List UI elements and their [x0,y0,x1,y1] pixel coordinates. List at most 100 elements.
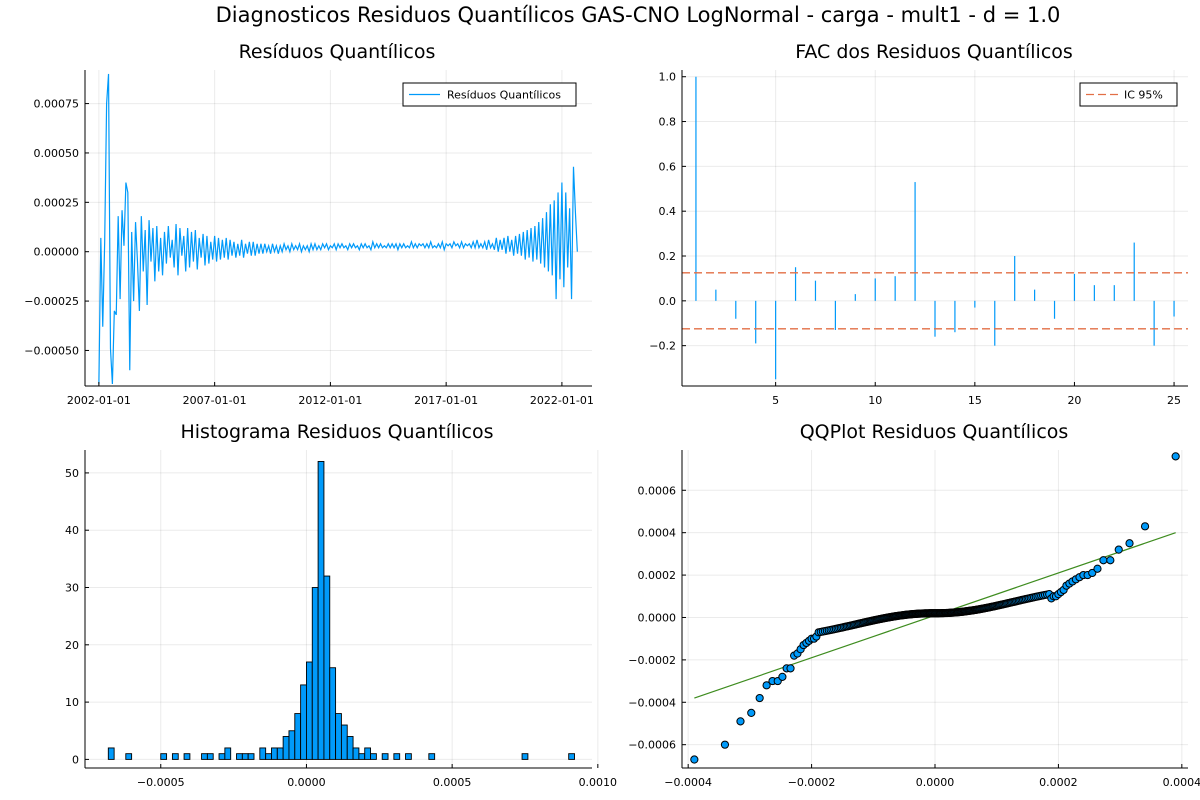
residuals-y-tick-label: 0.00025 [34,196,80,209]
qqplot-y-tick-label: −0.0006 [628,739,676,752]
histogram-bar [352,747,360,760]
qqplot-point [762,681,771,690]
qqplot-y-tick-label: −0.0002 [628,654,676,667]
histogram-bar [393,753,401,760]
acf-legend-box [1079,82,1178,107]
histogram-bar [521,753,529,760]
histogram-bar [340,724,348,760]
qqplot-y-tick-label: 0.0002 [638,569,677,582]
acf-y-tick-label: 1.0 [659,71,677,84]
histogram-x-tick-label: 0.0010 [579,776,618,789]
histogram-bar [107,747,115,760]
panel-histogram: Histograma Residuos Quantílicos −0.0005 0… [65,421,617,789]
histogram-y-tick-label: 30 [65,582,79,595]
histogram-bar [568,753,575,760]
histogram-bar [405,753,412,760]
acf-y-tick-label: 0.0 [659,295,677,308]
histogram-bar [428,753,436,760]
histogram-bar [346,736,354,760]
qqplot-point [786,664,795,673]
histogram-bar [271,747,278,760]
qqplot-point [1106,556,1115,565]
histogram-bar [259,747,267,760]
histogram-bar [276,747,284,760]
histogram-y-tick-label: 20 [65,639,79,652]
residuals-x-tick-label: 2012-01-01 [298,394,362,407]
histogram-bar [329,667,337,760]
qqplot-x-tick-label: 0.0000 [916,776,955,789]
histogram-bar [323,575,331,760]
histogram-bar [311,587,319,760]
residuals-x-tick-label: 2007-01-01 [183,394,247,407]
histogram-x-tick-label: 0.0000 [287,776,326,789]
acf-x-tick-label: 10 [868,394,882,407]
histogram-bar [241,753,249,760]
acf-confidence-lines [682,272,1188,330]
qqplot-y-tick-label: −0.0004 [628,696,676,709]
panel-residuals: Resíduos Quantílicos 2002-01-01 2007-01-0… [24,41,594,407]
histogram-bar [288,730,296,760]
qqplot-axes [681,450,1188,769]
qqplot-point [778,672,787,681]
residuals-tick-labels: 2002-01-01 2007-01-01 2012-01-01 2017-01-01… [24,98,594,407]
acf-y-tick-label: −0.2 [649,340,676,353]
residuals-y-tick-label: 0.00075 [34,98,80,111]
histogram-bar [236,753,243,760]
acf-axes [681,70,1188,387]
histogram-x-tick-label: −0.0005 [137,776,185,789]
acf-y-tick-label: 0.2 [659,250,677,263]
residuals-legend-box [402,82,577,107]
residuals-y-tick-label: −0.00050 [24,344,79,357]
panel-acf: FAC dos Residuos Quantílicos 5 10 15 20 25 −0… [649,41,1188,407]
residuals-title: Resíduos Quantílicos [239,41,436,63]
residuals-grid [85,70,592,386]
histogram-axes [84,450,599,769]
histogram-bar [224,747,232,760]
histogram-bar [300,684,307,760]
qqplot-point [1099,556,1108,565]
qqplot-x-tick-label: −0.0002 [788,776,836,789]
qqplot-point [690,755,699,764]
qqplot-x-tick-label: −0.0004 [664,776,712,789]
qqplot-point [1088,568,1097,578]
residuals-legend-label: Resíduos Quantílicos [447,89,561,102]
qqplot-tick-labels: −0.0004 −0.0002 0.0000 0.0002 0.0004 −0.0006 −… [628,484,1200,789]
acf-y-tick-label: 0.8 [659,116,677,129]
acf-title: FAC dos Residuos Quantílicos [795,41,1073,63]
qqplot-point [747,708,756,717]
histogram-bar [358,753,366,760]
histogram-bar [206,753,214,760]
histogram-bar [335,713,342,760]
histogram-y-tick-label: 40 [65,524,79,537]
acf-tick-labels: 5 10 15 20 25 −0.2 0.0 0.2 0.4 0.6 0.8 1.0 [649,71,1181,407]
acf-legend-label: IC 95% [1124,89,1163,102]
qqplot-x-tick-label: 0.0002 [1039,776,1078,789]
histogram-bar [201,753,208,760]
qqplot-point [1114,545,1123,554]
histogram-bar [370,753,377,760]
qqplot-point [1093,564,1102,573]
acf-x-tick-label: 5 [772,394,779,407]
histogram-bar [218,753,226,760]
histogram-bar [282,736,290,760]
histogram-bar [364,747,372,760]
histogram-bar [317,461,325,760]
acf-x-tick-label: 15 [968,394,982,407]
acf-x-tick-label: 20 [1067,394,1081,407]
residuals-y-tick-label: −0.00025 [24,295,79,308]
residuals-legend: Resíduos Quantílicos [402,82,577,107]
qqplot-point [1125,539,1134,548]
residuals-x-tick-label: 2017-01-01 [414,394,478,407]
qqplot-y-tick-label: 0.0000 [638,611,677,624]
histogram-bar [171,753,179,760]
qqplot-point [1140,522,1150,531]
qqplot-point [736,717,745,726]
histogram-bar [265,753,272,760]
histogram-y-tick-label: 10 [65,696,79,709]
residuals-series [98,73,578,385]
acf-y-tick-label: 0.4 [659,205,677,218]
qqplot-x-tick-label: 0.0004 [1163,776,1200,789]
panel-qqplot: QQPlot Residuos Quantílicos −0.0004 −0.00… [628,421,1200,789]
residuals-x-tick-label: 2022-01-01 [530,394,594,407]
